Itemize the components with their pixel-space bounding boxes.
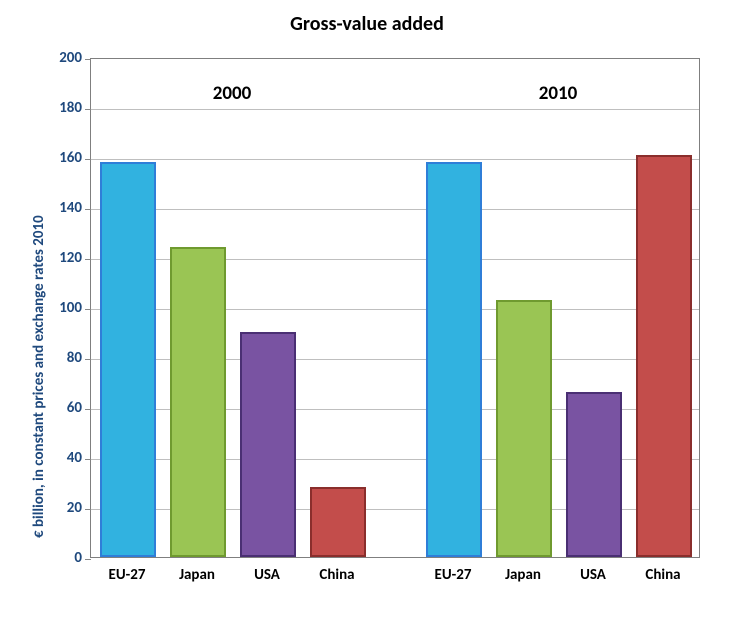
bar-usa	[566, 392, 622, 557]
y-tick-label: 180	[42, 99, 82, 117]
bar-usa	[240, 332, 296, 557]
x-label: USA	[558, 566, 628, 584]
chart-container: Gross-value added € billion, in constant…	[0, 0, 734, 632]
y-tick-label: 80	[42, 349, 82, 367]
gridline	[91, 209, 699, 210]
y-tick-mark	[85, 209, 91, 210]
y-tick-label: 140	[42, 199, 82, 217]
group-label: 2000	[99, 82, 365, 105]
x-label: EU-27	[92, 566, 162, 584]
chart-title: Gross-value added	[0, 12, 734, 36]
bar-china	[310, 487, 366, 557]
x-label: EU-27	[418, 566, 488, 584]
bar-japan	[496, 300, 552, 558]
bar-china	[636, 155, 692, 558]
y-tick-label: 20	[42, 499, 82, 517]
y-tick-mark	[85, 109, 91, 110]
y-tick-label: 200	[42, 49, 82, 67]
x-label: China	[628, 566, 698, 584]
group-label: 2010	[425, 82, 691, 105]
y-tick-label: 0	[42, 549, 82, 567]
x-label: USA	[232, 566, 302, 584]
y-tick-label: 100	[42, 299, 82, 317]
y-tick-label: 160	[42, 149, 82, 167]
y-tick-mark	[85, 409, 91, 410]
gridline	[91, 159, 699, 160]
x-label: Japan	[162, 566, 232, 584]
y-tick-mark	[85, 559, 91, 560]
y-tick-mark	[85, 459, 91, 460]
bar-eu-27	[100, 162, 156, 557]
y-tick-label: 40	[42, 449, 82, 467]
y-tick-mark	[85, 309, 91, 310]
y-tick-label: 60	[42, 399, 82, 417]
bar-eu-27	[426, 162, 482, 557]
y-tick-mark	[85, 259, 91, 260]
y-tick-label: 120	[42, 249, 82, 267]
plot-area	[90, 58, 700, 558]
y-tick-mark	[85, 509, 91, 510]
y-tick-mark	[85, 359, 91, 360]
x-label: China	[302, 566, 372, 584]
gridline	[91, 109, 699, 110]
y-tick-mark	[85, 59, 91, 60]
y-tick-mark	[85, 159, 91, 160]
x-label: Japan	[488, 566, 558, 584]
bar-japan	[170, 247, 226, 557]
